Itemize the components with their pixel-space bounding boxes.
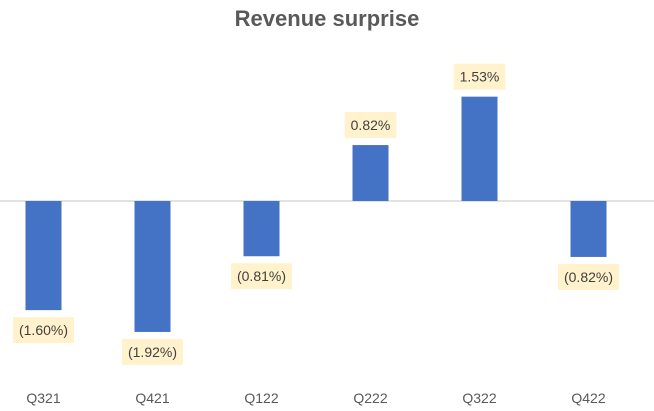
- x-tick-label-q422: Q422: [571, 390, 605, 406]
- data-label-background: [12, 317, 75, 344]
- x-tick-label-q122: Q122: [244, 390, 278, 406]
- data-label-q422: (0.82%): [557, 263, 620, 290]
- data-label-background: [453, 63, 506, 90]
- data-label-q122: (0.81%): [230, 263, 293, 290]
- data-label-text: 1.53%: [460, 69, 500, 85]
- data-label-q421: (1.92%): [121, 338, 184, 365]
- x-tick-label-q421: Q421: [135, 390, 169, 406]
- data-label-q222: 0.82%: [344, 112, 397, 139]
- bar-q122: [243, 201, 280, 257]
- data-label-text: (1.60%): [19, 322, 68, 338]
- data-label-q322: 1.53%: [453, 63, 506, 90]
- data-label-text: (0.82%): [564, 269, 613, 285]
- data-label-text: 0.82%: [351, 117, 391, 133]
- bar-q222: [352, 145, 389, 201]
- x-tick-label-q222: Q222: [353, 390, 387, 406]
- data-label-background: [557, 263, 620, 290]
- data-label-background: [230, 263, 293, 290]
- bar-q421: [134, 201, 171, 332]
- x-tick-label-q322: Q322: [462, 390, 496, 406]
- data-label-background: [121, 338, 184, 365]
- chart-title: Revenue surprise: [234, 6, 420, 31]
- x-tick-label-q321: Q321: [26, 390, 60, 406]
- data-label-text: (0.81%): [237, 268, 286, 284]
- data-label-text: (1.92%): [128, 344, 177, 360]
- data-label-background: [344, 112, 397, 139]
- data-label-q321: (1.60%): [12, 317, 75, 344]
- bar-q422: [570, 201, 607, 257]
- bar-q322: [461, 96, 498, 201]
- bar-q321: [25, 201, 62, 311]
